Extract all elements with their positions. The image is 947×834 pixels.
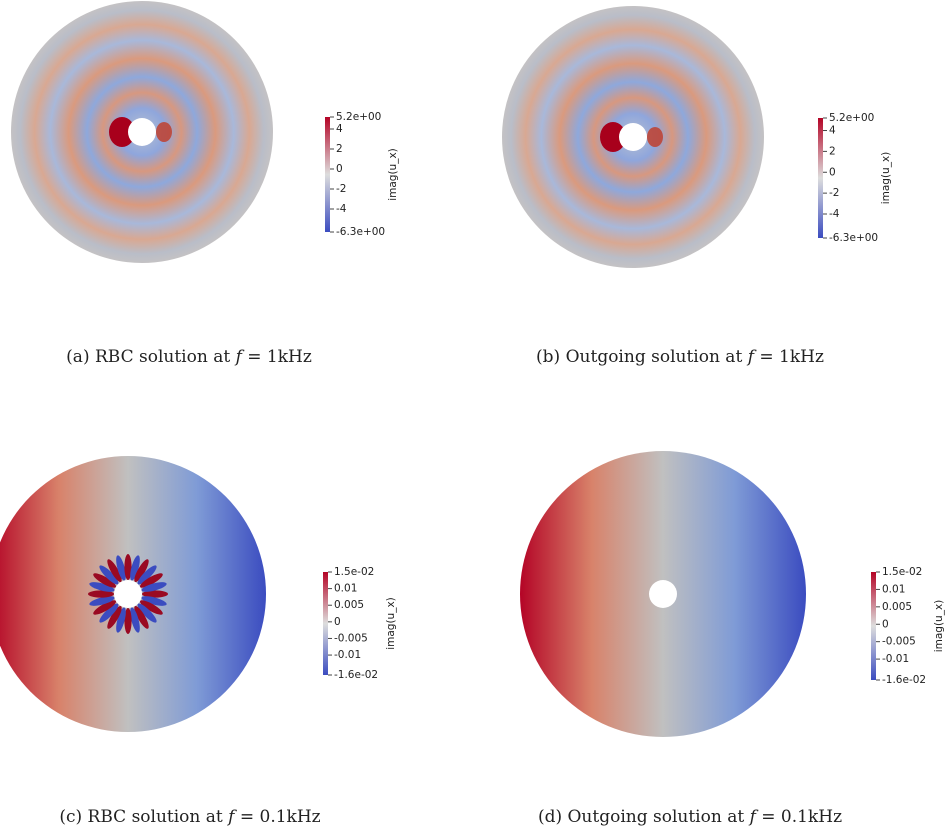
caption-suffix: = 0.1kHz bbox=[761, 807, 842, 827]
petal bbox=[107, 605, 122, 629]
colorbar-tick-label: -4 bbox=[829, 208, 840, 220]
colorbar-tick-label: -2 bbox=[829, 187, 839, 199]
petal bbox=[124, 554, 132, 580]
colorbar-tick-label: -0.01 bbox=[334, 649, 361, 661]
petal bbox=[139, 600, 163, 615]
petal bbox=[134, 605, 149, 629]
hole bbox=[619, 123, 647, 151]
petal bbox=[139, 573, 163, 588]
colorbar-tick-label: -0.01 bbox=[882, 653, 909, 665]
caption: (a) RBC solution at f = 1kHz bbox=[66, 347, 312, 367]
hole bbox=[649, 580, 677, 608]
colorbar-tick-label: -0.005 bbox=[882, 636, 916, 648]
hot-spot bbox=[600, 122, 626, 152]
colorbar-tick-label: 5.2e+00 bbox=[829, 112, 874, 124]
hot-spot bbox=[109, 117, 135, 147]
colorbar-tick-label: 0.01 bbox=[334, 583, 357, 595]
petal bbox=[137, 603, 157, 623]
caption-symbol: f bbox=[226, 807, 237, 827]
petal bbox=[130, 555, 140, 581]
colorbar-tick-label: 2 bbox=[829, 145, 836, 157]
petal bbox=[93, 600, 117, 615]
petal bbox=[93, 573, 117, 588]
colorbar-tick-label: 0.005 bbox=[882, 601, 912, 613]
petal bbox=[124, 608, 132, 634]
colorbar-tick-label: 0 bbox=[829, 166, 836, 178]
panel: 5.2e+004 2 0 -2 -4 -6.3e+00 imag(u_x) (b) Outgo… bbox=[502, 6, 892, 367]
colorbar-title: imag(u_x) bbox=[387, 148, 399, 201]
caption-label: (b) Outgoing solution at bbox=[536, 347, 742, 367]
caption-symbol: f bbox=[746, 347, 757, 367]
caption-suffix: = 0.1kHz bbox=[240, 807, 321, 827]
petal bbox=[141, 582, 167, 592]
petal bbox=[89, 596, 115, 606]
panel: 1.5e-02 0.01 0.005 0 -0.005 -0.01 -1.6e-02 imag… bbox=[0, 456, 397, 827]
colorbar-tick-label: 1.5e-02 bbox=[882, 566, 922, 578]
colorbar bbox=[818, 118, 823, 238]
colorbar-tick-label: 5.2e+00 bbox=[336, 111, 381, 123]
petal bbox=[130, 607, 140, 633]
caption: (d) Outgoing solution at f = 0.1kHz bbox=[538, 807, 842, 827]
colorbar-tick-label: 0.005 bbox=[334, 599, 364, 611]
petal bbox=[142, 590, 168, 598]
colorbar-tick-label: 4 bbox=[829, 125, 836, 137]
panel: 5.2e+004 2 0 -2 -4 -6.3e+00 imag(u_x) (a) RBC s… bbox=[11, 1, 399, 367]
caption-suffix: = 1kHz bbox=[759, 347, 824, 367]
petal bbox=[137, 565, 157, 585]
petal bbox=[88, 590, 114, 598]
colorbar bbox=[323, 572, 328, 675]
hole bbox=[128, 118, 156, 146]
colorbar-title: imag(u_x) bbox=[933, 600, 945, 653]
caption-label: (d) Outgoing solution at bbox=[538, 807, 744, 827]
colorbar-tick-label: 0 bbox=[334, 616, 341, 628]
colorbar-title: imag(u_x) bbox=[880, 152, 892, 205]
colorbar bbox=[871, 572, 876, 680]
caption-suffix: = 1kHz bbox=[247, 347, 312, 367]
petal bbox=[134, 559, 149, 583]
petal bbox=[89, 582, 115, 592]
caption-symbol: f bbox=[748, 807, 759, 827]
colorbar-tick-label: -0.005 bbox=[334, 632, 368, 644]
petal bbox=[141, 596, 167, 606]
petal bbox=[99, 603, 119, 623]
hole bbox=[114, 580, 142, 608]
colorbar bbox=[325, 117, 330, 232]
hot-spot bbox=[647, 127, 663, 147]
colorbar-tick-label: -2 bbox=[336, 183, 346, 195]
caption-label: (a) RBC solution at bbox=[66, 347, 230, 367]
hot-spot bbox=[156, 122, 172, 142]
caption: (b) Outgoing solution at f = 1kHz bbox=[536, 347, 824, 367]
caption: (c) RBC solution at f = 0.1kHz bbox=[59, 807, 320, 827]
petal bbox=[107, 559, 122, 583]
petal bbox=[116, 555, 126, 581]
caption-symbol: f bbox=[234, 347, 245, 367]
petal bbox=[116, 607, 126, 633]
colorbar-tick-label: 2 bbox=[336, 143, 343, 155]
colorbar-title: imag(u_x) bbox=[385, 597, 397, 650]
colorbar-tick-label: 1.5e-02 bbox=[334, 566, 374, 578]
colorbar-tick-label: -4 bbox=[336, 203, 347, 215]
caption-label: (c) RBC solution at bbox=[59, 807, 223, 827]
petal bbox=[99, 565, 119, 585]
colorbar-tick-label: 0.01 bbox=[882, 583, 905, 595]
colorbar-tick-label: 0 bbox=[882, 618, 889, 630]
colorbar-tick-label: -6.3e+00 bbox=[829, 232, 878, 244]
colorbar-tick-label: 4 bbox=[336, 123, 343, 135]
panel: 1.5e-02 0.01 0.005 0 -0.005 -0.01 -1.6e-02 imag… bbox=[520, 451, 945, 827]
colorbar-tick-label: 0 bbox=[336, 163, 343, 175]
colorbar-tick-label: -1.6e-02 bbox=[882, 674, 926, 686]
colorbar-tick-label: -6.3e+00 bbox=[336, 226, 385, 238]
colorbar-tick-label: -1.6e-02 bbox=[334, 669, 378, 681]
